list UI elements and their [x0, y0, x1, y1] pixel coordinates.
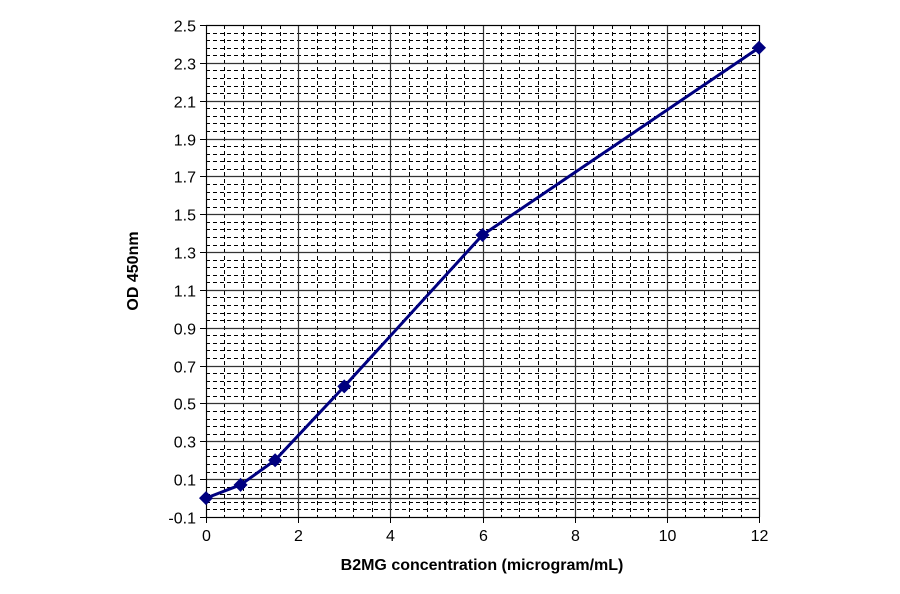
- x-tick-label: 0: [202, 528, 211, 545]
- y-tick-label: 2.1: [174, 95, 196, 112]
- data-series-line: [205, 46, 760, 500]
- y-tick-label: 0.7: [174, 360, 196, 377]
- y-tick-label: -0.1: [168, 511, 196, 528]
- x-axis-title: B2MG concentration (microgram/mL): [341, 557, 624, 574]
- y-axis-title: OD 450nm: [125, 231, 142, 310]
- y-tick-label: 1.5: [174, 208, 196, 225]
- diamond-marker: [199, 491, 213, 506]
- y-tick-label: 2.5: [174, 19, 196, 36]
- y-tick-label: 1.7: [174, 170, 196, 187]
- diamond-marker: [475, 228, 490, 243]
- x-tick-label: 2: [294, 528, 303, 545]
- y-axis-ticks: -0.1 0.1 0.3 0.5 0.7 0.9 1.1 1.3 1.5 1.7 1.9 2.1 2.3…: [168, 19, 206, 528]
- x-tick-label: 10: [659, 528, 677, 545]
- y-tick-label: 0.3: [174, 435, 196, 452]
- y-tick-label: 0.9: [174, 322, 196, 339]
- x-axis-ticks: 0 2 4 6 8 10 12: [202, 517, 769, 545]
- grid: [205, 24, 761, 519]
- diamond-marker: [337, 379, 352, 394]
- y-tick-label: 1.1: [174, 284, 196, 301]
- x-tick-label: 8: [571, 528, 580, 545]
- y-tick-label: 1.9: [174, 133, 196, 150]
- diamond-marker: [752, 40, 766, 55]
- diamond-marker: [268, 453, 283, 468]
- y-tick-label: 2.3: [174, 57, 196, 74]
- y-tick-label: 0.1: [174, 473, 196, 490]
- y-tick-label: 0.5: [174, 397, 196, 414]
- x-tick-label: 6: [479, 528, 488, 545]
- data-markers: [199, 40, 766, 506]
- diamond-marker: [233, 477, 248, 492]
- x-tick-label: 4: [386, 528, 395, 545]
- x-tick-label: 12: [751, 528, 769, 545]
- y-tick-label: 1.3: [174, 246, 196, 263]
